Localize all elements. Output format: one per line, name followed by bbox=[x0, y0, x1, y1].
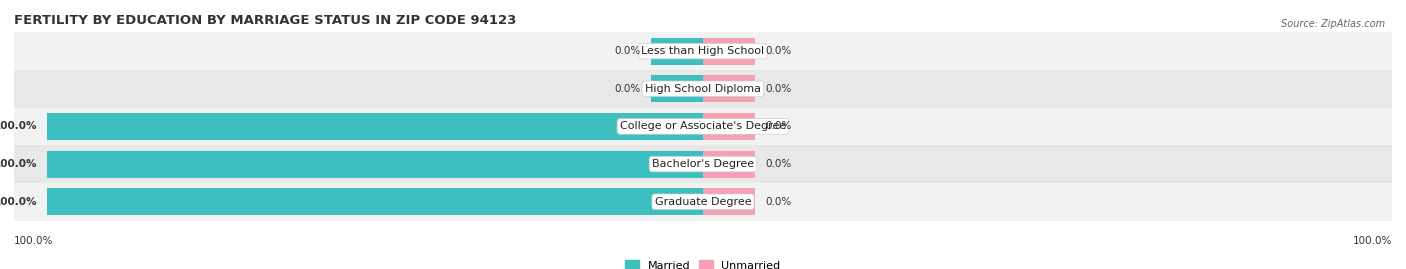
Bar bbox=[703, 188, 755, 215]
Text: College or Associate's Degree: College or Associate's Degree bbox=[620, 121, 786, 132]
Bar bbox=[46, 188, 703, 215]
Text: 0.0%: 0.0% bbox=[765, 159, 792, 169]
Text: FERTILITY BY EDUCATION BY MARRIAGE STATUS IN ZIP CODE 94123: FERTILITY BY EDUCATION BY MARRIAGE STATU… bbox=[14, 14, 516, 27]
Bar bbox=[703, 75, 755, 102]
Bar bbox=[703, 113, 755, 140]
Bar bbox=[46, 151, 703, 178]
Text: High School Diploma: High School Diploma bbox=[645, 84, 761, 94]
Text: Source: ZipAtlas.com: Source: ZipAtlas.com bbox=[1281, 19, 1385, 29]
Bar bbox=[46, 113, 703, 140]
Legend: Married, Unmarried: Married, Unmarried bbox=[621, 256, 785, 269]
Bar bbox=[651, 38, 703, 65]
Text: 100.0%: 100.0% bbox=[14, 236, 53, 246]
Text: 100.0%: 100.0% bbox=[0, 121, 37, 132]
Bar bbox=[14, 145, 1392, 183]
Bar bbox=[14, 183, 1392, 221]
Bar bbox=[703, 38, 755, 65]
Bar bbox=[14, 70, 1392, 108]
Text: 0.0%: 0.0% bbox=[614, 84, 641, 94]
Text: Less than High School: Less than High School bbox=[641, 46, 765, 56]
Bar bbox=[703, 151, 755, 178]
Bar bbox=[14, 108, 1392, 145]
Bar bbox=[651, 75, 703, 102]
Text: 100.0%: 100.0% bbox=[0, 197, 37, 207]
Text: 0.0%: 0.0% bbox=[765, 197, 792, 207]
Text: 0.0%: 0.0% bbox=[765, 84, 792, 94]
Text: 0.0%: 0.0% bbox=[614, 46, 641, 56]
Text: Graduate Degree: Graduate Degree bbox=[655, 197, 751, 207]
Text: 100.0%: 100.0% bbox=[0, 159, 37, 169]
Text: 0.0%: 0.0% bbox=[765, 121, 792, 132]
Text: 0.0%: 0.0% bbox=[765, 46, 792, 56]
Bar bbox=[14, 32, 1392, 70]
Text: Bachelor's Degree: Bachelor's Degree bbox=[652, 159, 754, 169]
Text: 100.0%: 100.0% bbox=[1353, 236, 1392, 246]
